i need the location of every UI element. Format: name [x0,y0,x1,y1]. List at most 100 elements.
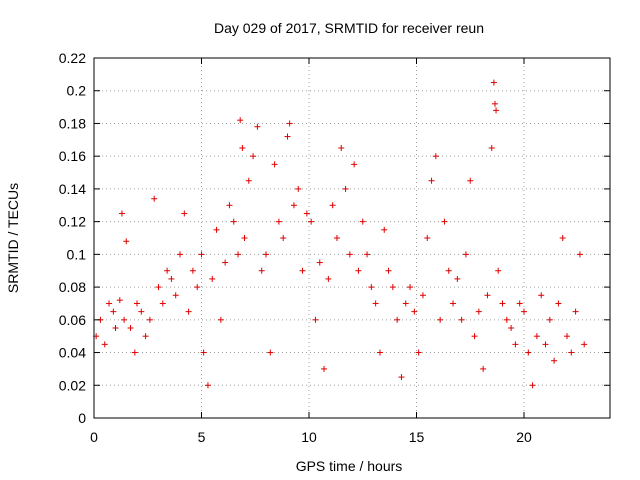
data-point [551,357,558,364]
data-point [559,235,566,241]
data-point [346,251,353,258]
data-point [402,300,409,307]
data-point [381,226,388,233]
data-point [271,161,278,168]
data-point [116,297,123,304]
data-point [198,251,205,258]
data-point [480,365,487,372]
data-point [245,177,252,184]
y-tick-label: 0.04 [59,345,86,361]
x-axis-label: GPS time / hours [296,458,403,474]
data-point [159,300,166,307]
data-point [499,300,506,307]
data-point [555,300,562,307]
data-point [503,316,510,323]
data-point [411,308,418,315]
data-point [529,382,536,389]
data-point [533,333,540,340]
data-point [454,275,461,282]
data-point [151,195,158,202]
y-tick-label: 0.14 [59,181,86,197]
data-point [415,349,422,356]
data-point [121,316,128,323]
data-point [181,210,188,217]
data-point [493,107,500,114]
data-point [123,238,130,245]
data-point [263,251,269,258]
data-point [275,218,282,225]
data-point [342,185,349,192]
data-point [516,300,523,307]
y-tick-label: 0.2 [67,83,87,99]
data-point [290,202,297,209]
data-point [488,145,495,151]
data-point [106,300,113,307]
data-point [564,333,570,340]
x-tick-label: 5 [198,429,206,445]
data-point [376,349,383,356]
data-point [254,123,261,130]
data-point [338,145,345,151]
data-point [355,267,362,274]
data-point [280,235,287,241]
data-point [462,251,469,258]
x-tick-label: 20 [516,429,532,445]
data-point [471,333,478,340]
data-point [155,284,162,291]
data-point [568,349,575,356]
data-point [267,349,274,356]
y-tick-label: 0.06 [59,312,86,328]
data-point [189,267,196,274]
data-point [333,235,340,241]
y-tick-label: 0.08 [59,279,86,295]
data-point [321,365,328,372]
data-point [112,325,119,331]
data-point [209,275,216,282]
data-point [521,308,527,315]
y-axis-label: SRMTID / TECUs [5,183,21,293]
data-point [295,185,302,192]
y-tick-label: 0.02 [59,377,86,393]
data-point [576,251,583,258]
data-point [389,284,396,291]
data-point [222,259,229,266]
data-point [204,382,211,389]
data-point [351,161,358,168]
data-point [437,316,444,323]
data-point [450,300,457,307]
data-points [93,79,588,389]
y-tick-label: 0.22 [59,50,86,66]
data-point [142,333,149,340]
data-point [101,341,108,348]
data-point [164,267,171,274]
data-point [325,275,332,282]
data-point [217,316,224,323]
data-point [432,153,439,160]
data-point [131,349,138,356]
data-point [299,267,306,274]
data-point [428,177,435,184]
data-point [172,292,179,299]
y-tick-label: 0 [78,410,86,426]
data-point [237,117,244,124]
data-point [194,284,201,291]
data-point [241,235,248,241]
data-point [368,284,375,291]
data-point [572,308,579,315]
data-point [491,100,498,107]
y-tick-label: 0.16 [59,148,86,164]
data-point [110,308,117,315]
data-point [445,267,452,274]
data-point [495,267,502,274]
data-point [424,235,431,241]
data-point [441,218,448,225]
data-point [546,316,553,323]
data-point [258,267,265,274]
grid [94,58,610,418]
data-point [308,218,315,225]
data-point [581,341,588,348]
data-point [508,325,515,331]
data-point [490,79,497,86]
data-point [484,292,491,299]
